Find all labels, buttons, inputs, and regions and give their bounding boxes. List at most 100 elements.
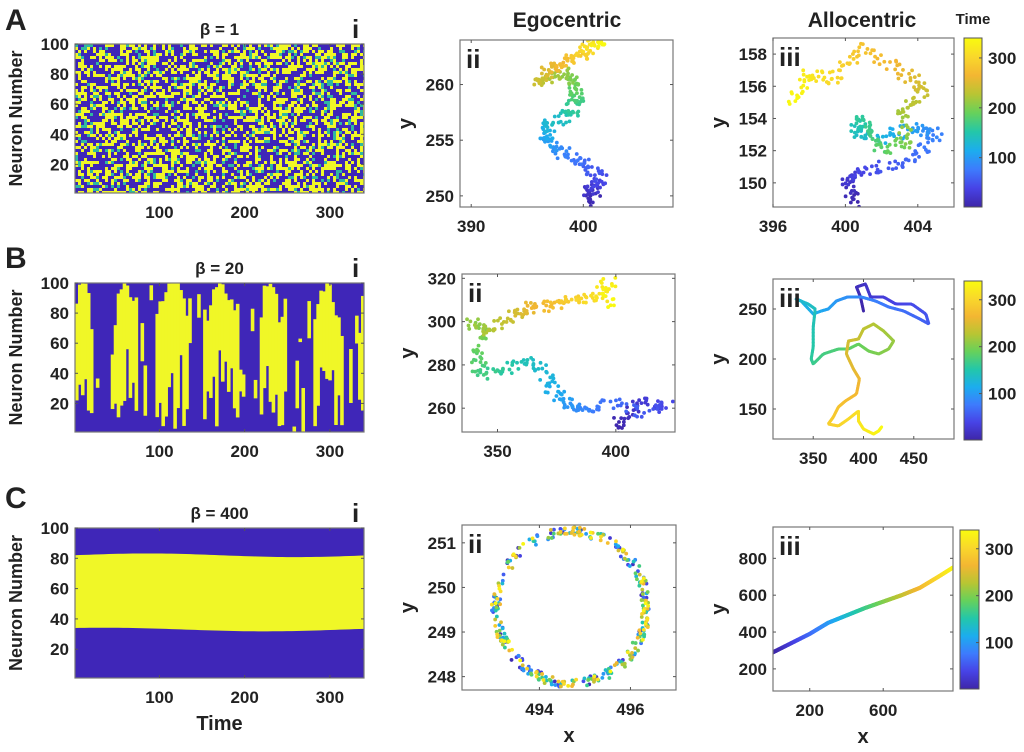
- heatmap-cell: [195, 128, 198, 131]
- heatmap-cell: [168, 158, 171, 161]
- scatter-point: [839, 63, 844, 68]
- heatmap-cell: [318, 50, 321, 53]
- heatmap-cell: [177, 182, 180, 185]
- heatmap-cell: [258, 122, 261, 125]
- axes-frame: [772, 526, 954, 692]
- heatmap-cell: [291, 68, 294, 71]
- heatmap-cell: [360, 134, 363, 137]
- heatmap-cell: [126, 179, 129, 182]
- heatmap-cell: [198, 176, 201, 179]
- heatmap-cell: [288, 56, 291, 59]
- heatmap-cell: [237, 140, 240, 143]
- heatmap-cell: [114, 179, 117, 182]
- heatmap-cell: [345, 83, 348, 86]
- heatmap-cell: [222, 101, 225, 104]
- heatmap-cell: [315, 98, 318, 101]
- scatter-point: [639, 414, 644, 419]
- heatmap-cell: [333, 77, 336, 80]
- heatmap-cell: [333, 167, 336, 170]
- heatmap-cell: [255, 185, 258, 188]
- heatmap-cell: [162, 104, 165, 107]
- heatmap-cell: [111, 44, 114, 47]
- heatmap-cell: [216, 125, 219, 128]
- heatmap-cell: [258, 107, 261, 110]
- heatmap-cell: [312, 152, 315, 155]
- x-tick-label: 400: [831, 217, 859, 236]
- heatmap-cell: [255, 182, 258, 185]
- scatter-point: [588, 530, 593, 535]
- heatmap-cell: [180, 44, 183, 47]
- heatmap-cell: [270, 92, 273, 95]
- heatmap-cell: [234, 62, 237, 65]
- heatmap-cell: [87, 152, 90, 155]
- heatmap-cell: [351, 101, 354, 104]
- heatmap-cell: [177, 152, 180, 155]
- scatter-point: [645, 618, 650, 622]
- heatmap-cell: [279, 188, 282, 191]
- heatmap-stripe: [301, 388, 306, 432]
- heatmap-cell: [135, 146, 138, 149]
- heatmap-cell: [129, 89, 132, 92]
- heatmap-cell: [357, 140, 360, 143]
- scatter-point: [555, 299, 560, 304]
- heatmap-cell: [261, 179, 264, 182]
- heatmap-cell: [171, 140, 174, 143]
- heatmap-cell: [240, 86, 243, 89]
- heatmap-cell: [111, 101, 114, 104]
- heatmap-cell: [255, 137, 258, 140]
- scatter-point: [884, 67, 889, 71]
- heatmap-cell: [81, 113, 84, 116]
- heatmap-cell: [150, 107, 153, 110]
- scatter-point: [624, 402, 629, 406]
- heatmap-cell: [267, 56, 270, 59]
- scatter-point: [601, 293, 606, 298]
- scatter-point: [857, 45, 862, 50]
- scatter-point: [872, 60, 877, 65]
- heatmap-cell: [324, 68, 327, 71]
- heatmap-cell: [357, 179, 360, 182]
- heatmap-cell: [171, 158, 174, 161]
- heatmap-cell: [240, 128, 243, 131]
- scatter-point: [640, 587, 645, 592]
- heatmap-cell: [345, 71, 348, 74]
- scatter-point: [531, 362, 536, 366]
- heatmap-cell: [279, 158, 282, 161]
- heatmap-cell: [270, 56, 273, 59]
- heatmap-cell: [285, 170, 288, 173]
- heatmap-cell: [321, 173, 324, 176]
- heatmap-cell: [249, 119, 252, 122]
- heatmap-cell: [144, 80, 147, 83]
- heatmap-cell: [213, 170, 216, 173]
- heatmap-cell: [81, 89, 84, 92]
- heatmap-cell: [240, 110, 243, 113]
- heatmap-cell: [252, 83, 255, 86]
- heatmap-stripe: [158, 301, 163, 403]
- scatter-point: [543, 390, 548, 395]
- heatmap-cell: [186, 155, 189, 158]
- heatmap-cell: [246, 179, 249, 182]
- scatter-point: [844, 185, 849, 190]
- scatter-point: [589, 536, 593, 540]
- heatmap-cell: [231, 50, 234, 53]
- heatmap-cell: [174, 77, 177, 80]
- heatmap-stripe: [116, 293, 121, 418]
- heatmap-cell: [336, 149, 339, 152]
- heatmap-cell: [351, 119, 354, 122]
- heatmap-cell: [120, 113, 123, 116]
- y-tick-label: 250: [739, 300, 767, 319]
- heatmap-cell: [129, 92, 132, 95]
- heatmap-cell: [285, 98, 288, 101]
- heatmap-cell: [339, 89, 342, 92]
- heatmap-cell: [219, 113, 222, 116]
- heatmap-cell: [126, 89, 129, 92]
- heatmap-cell: [312, 86, 315, 89]
- heatmap-cell: [111, 140, 114, 143]
- y-tick-label: 40: [50, 364, 69, 383]
- heatmap-cell: [225, 149, 228, 152]
- heatmap-cell: [90, 44, 93, 47]
- x-tick-label: 400: [569, 217, 597, 236]
- heatmap-cell: [306, 149, 309, 152]
- heatmap-cell: [150, 170, 153, 173]
- heatmap-cell: [312, 68, 315, 71]
- heatmap-cell: [240, 104, 243, 107]
